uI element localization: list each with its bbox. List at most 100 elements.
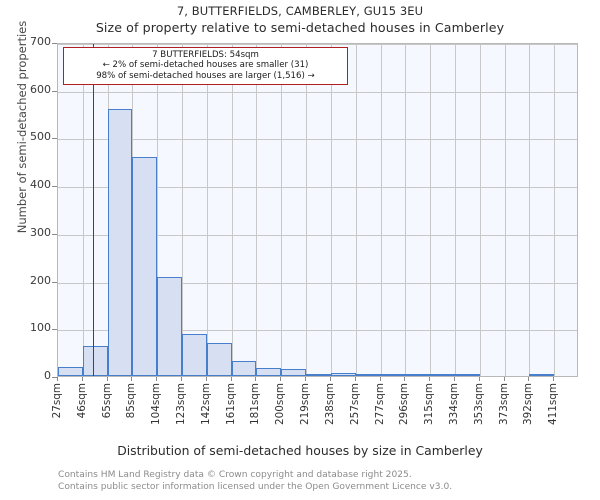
gridline-h [58,282,577,284]
y-tick-mark [52,329,57,331]
x-axis-label: Distribution of semi-detached houses by … [117,443,483,458]
y-tick-mark [52,186,57,188]
x-tick-label: 27sqm [51,383,63,419]
plot-area [57,43,578,377]
x-tick-label: 123sqm [175,383,188,425]
gridline-v [256,44,258,376]
bar-65sqm [107,108,133,376]
x-tick-mark [453,377,455,381]
gridline-v [330,44,332,376]
gridline-h [58,234,577,236]
x-tick-label: 315sqm [423,383,436,425]
gridline-v [206,44,208,376]
page-title: 7, BUTTERFIELDS, CAMBERLEY, GU15 3EU [176,4,424,18]
gridline-v [554,44,556,376]
y-tick-label: 700 [30,35,51,48]
x-tick-label: 411sqm [547,383,560,425]
footer-line-2: Contains public sector information licen… [58,481,453,492]
gridline-v [430,44,432,376]
x-tick-label: 219sqm [299,383,312,425]
gridline-v [405,44,407,376]
gridline-v [182,44,184,376]
bar-334sqm [454,374,480,376]
x-tick-mark [329,377,331,381]
x-tick-label: 85sqm [125,383,138,419]
x-tick-label: 200sqm [274,383,287,425]
bar-315sqm [430,374,455,376]
gridline-v [504,44,506,376]
x-tick-mark [429,377,431,381]
bar-181sqm [256,367,282,376]
gridline-v [454,44,456,376]
bar-104sqm [157,277,183,376]
y-tick-mark [52,138,57,140]
x-tick-mark [205,377,207,381]
x-tick-mark [255,377,257,381]
gridline-v [529,44,531,376]
gridline-v [306,44,308,376]
bar-392sqm [529,374,555,376]
bar-219sqm [306,373,331,376]
x-tick-mark [305,377,307,381]
x-tick-label: 181sqm [249,383,262,425]
y-tick-label: 500 [30,130,51,144]
x-tick-mark [404,377,406,381]
x-tick-label: 65sqm [100,383,113,419]
bar-123sqm [182,334,207,376]
y-tick-label: 100 [30,321,51,335]
bar-277sqm [380,374,406,376]
x-tick-label: 373sqm [497,383,510,425]
annotation-line-2: ← 2% of semi-detached houses are smaller… [102,60,309,71]
y-tick-mark [52,281,57,283]
x-tick-mark [503,377,505,381]
y-tick-label: 0 [44,369,51,382]
y-tick-label: 400 [30,178,51,192]
x-tick-label: 277sqm [373,383,386,425]
gridline-v [157,44,159,376]
chart-subtitle: Size of property relative to semi-detach… [95,20,505,35]
gridline-h [58,330,577,332]
x-tick-label: 334sqm [447,383,460,425]
x-tick-mark [280,377,282,381]
x-tick-mark [106,377,108,381]
y-tick-label: 200 [30,273,51,287]
annotation-line-1: 7 BUTTERFIELDS: 54sqm [152,50,259,60]
bar-142sqm [206,342,232,376]
footer-line-1: Contains HM Land Registry data © Crown c… [58,470,412,480]
x-tick-mark [181,377,183,381]
footer-attribution: Contains HM Land Registry data © Crown c… [58,470,598,493]
bar-238sqm [330,372,356,376]
x-tick-label: 142sqm [199,383,212,425]
gridline-h [58,187,577,189]
x-tick-label: 296sqm [398,383,411,425]
bar-200sqm [281,369,307,376]
x-tick-mark [354,377,356,381]
gridline-v [281,44,283,376]
x-tick-label: 161sqm [224,383,237,425]
bar-46sqm [82,345,108,376]
bar-296sqm [405,374,431,376]
gridline-v [380,44,382,376]
y-tick-mark [52,90,57,92]
gridline-v [231,44,233,376]
y-tick-mark [52,43,57,44]
annotation-line-3: 98% of semi-detached houses are larger (… [96,70,315,81]
x-tick-label: 238sqm [323,383,336,425]
x-tick-mark [131,377,133,381]
x-tick-label: 353sqm [472,383,485,425]
y-tick-mark [52,377,57,378]
gridline-v [82,44,84,376]
bar-85sqm [132,156,158,376]
bar-27sqm [58,367,83,376]
x-tick-mark [230,377,232,381]
y-tick-label: 600 [30,82,51,96]
gridline-h [58,44,577,45]
annotation-box: 7 BUTTERFIELDS: 54sqm ← 2% of semi-detac… [63,47,348,86]
gridline-v [355,44,357,376]
bar-161sqm [231,361,257,376]
x-tick-label: 46sqm [75,383,88,419]
x-tick-mark [528,377,530,381]
gridline-h [58,139,577,141]
y-tick-label: 300 [30,225,51,239]
